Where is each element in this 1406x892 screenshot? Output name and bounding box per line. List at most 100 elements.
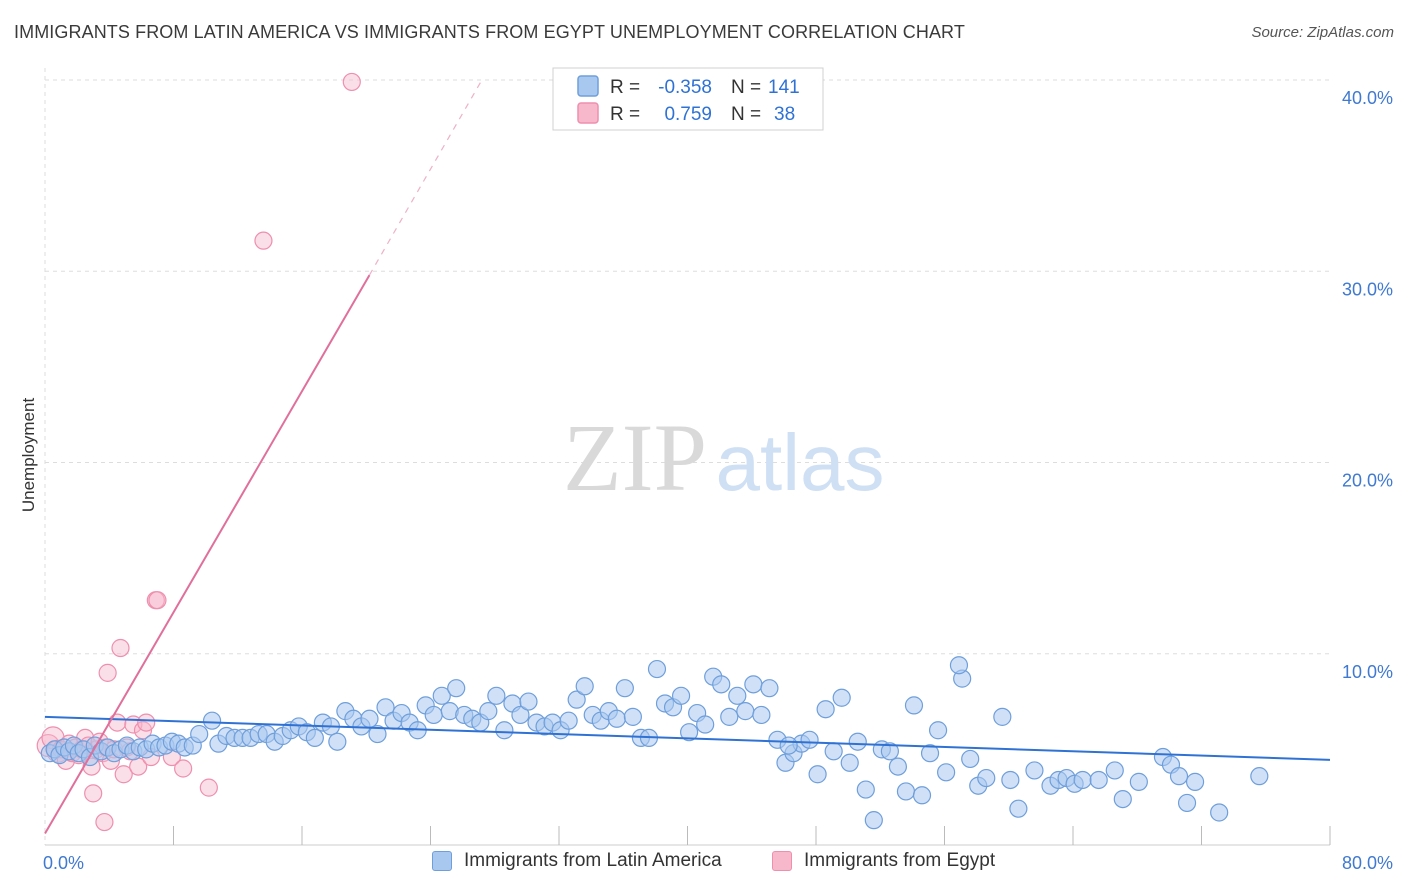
latin-america-point: [977, 768, 996, 788]
latin-america-point: [376, 698, 395, 717]
latin-america-point: [623, 707, 642, 726]
latin-america-point: [949, 656, 969, 675]
egypt-point: [254, 231, 273, 250]
latin-america-point: [896, 782, 916, 801]
latin-america-point: [888, 757, 908, 776]
latin-america-point: [848, 732, 867, 751]
egypt-point: [148, 591, 167, 610]
egypt-point: [84, 784, 103, 803]
trend-line-egypt: [44, 274, 371, 835]
latin-america-point: [920, 744, 940, 763]
watermark-atlas: atlas: [716, 418, 885, 507]
latin-america-point: [328, 732, 347, 751]
latin-america-point: [904, 696, 924, 715]
y-tick-label: 20.0%: [1342, 471, 1393, 491]
egypt-point: [174, 759, 193, 778]
latin-america-point: [519, 692, 538, 711]
y-tick-label: 40.0%: [1342, 88, 1393, 108]
x-axis-tick-labels: 0.0% 80.0%: [43, 853, 1393, 873]
legend-swatch-pink: [772, 851, 792, 871]
latin-america-point: [1073, 770, 1092, 790]
latin-america-point: [511, 705, 530, 725]
latin-america-point: [1001, 770, 1020, 790]
latin-america-point: [832, 688, 851, 707]
legend-r-value: 0.759: [664, 104, 712, 125]
legend-n-value: 38: [774, 104, 795, 125]
latin-america-point: [928, 721, 948, 740]
egypt-point: [114, 765, 133, 784]
watermark: ZIP atlas: [563, 404, 884, 511]
latin-america-point: [368, 724, 387, 744]
legend-label: Immigrants from Egypt: [804, 850, 996, 871]
latin-america-point: [752, 705, 771, 725]
latin-america-point: [1025, 761, 1044, 780]
latin-america-point: [840, 753, 859, 772]
latin-america-point: [779, 736, 798, 755]
latin-america-point: [1129, 772, 1148, 791]
latin-america-point: [487, 686, 506, 705]
legend-swatch-blue: [432, 851, 452, 871]
legend-r-label: R =: [610, 77, 640, 98]
latin-america-point: [680, 723, 699, 742]
latin-america-point: [447, 679, 466, 698]
source-label: Source: ZipAtlas.com: [1251, 24, 1394, 41]
egypt-point: [95, 812, 114, 832]
latin-america-point: [1210, 803, 1229, 822]
latin-america-point: [190, 724, 209, 744]
egypt-point: [199, 778, 218, 797]
latin-america-point: [671, 686, 691, 705]
latin-america-point: [1250, 767, 1269, 786]
legend-n-label: N =: [731, 104, 761, 125]
legend-item-latin-america: Immigrants from Latin America: [432, 850, 722, 872]
latin-america-point: [728, 686, 747, 705]
y-axis-label: Unemployment: [19, 398, 38, 513]
latin-america-point: [712, 675, 731, 694]
egypt-points: [36, 72, 361, 832]
latin-america-point: [720, 707, 739, 726]
latin-america-point: [880, 742, 899, 761]
y-tick-label: 30.0%: [1342, 279, 1393, 299]
latin-america-point: [607, 709, 626, 728]
legend-swatch-blue: [577, 75, 599, 97]
latin-america-point: [1009, 799, 1028, 818]
legend-n-value: 141: [768, 77, 800, 98]
legend-item-egypt: Immigrants from Egypt: [772, 850, 995, 872]
egypt-point: [111, 638, 130, 658]
trend-line-latin-america: [44, 715, 1331, 761]
legend-r-label: R =: [610, 104, 640, 125]
latin-america-point: [647, 659, 667, 679]
watermark-zip: ZIP: [563, 404, 707, 511]
latin-america-point: [495, 721, 514, 740]
legend-swatch-pink: [577, 102, 599, 124]
latin-america-point: [305, 728, 324, 748]
latin-america-point: [1185, 772, 1205, 791]
latin-america-point: [202, 711, 222, 730]
egypt-point: [342, 72, 361, 92]
latin-america-point: [937, 763, 956, 782]
latin-america-point: [1089, 770, 1108, 790]
latin-america-point: [864, 811, 883, 830]
latin-america-point: [696, 715, 715, 734]
latin-america-point: [961, 749, 980, 769]
latin-america-point: [760, 679, 779, 698]
y-axis-tick-labels: 10.0% 20.0% 30.0% 40.0%: [1342, 88, 1393, 682]
latin-america-point: [912, 786, 932, 805]
chart-title: IMMIGRANTS FROM LATIN AMERICA VS IMMIGRA…: [14, 22, 965, 42]
latin-america-point: [1113, 789, 1132, 809]
egypt-point: [98, 663, 117, 682]
latin-america-point: [1177, 793, 1197, 813]
latin-america-point: [856, 780, 875, 799]
x-axis-ticks: [173, 826, 1331, 845]
latin-america-point: [559, 711, 578, 730]
latin-america-point: [1169, 767, 1189, 786]
latin-america-points: [40, 656, 1269, 830]
trend-lines: [44, 79, 1331, 835]
latin-america-point: [575, 677, 594, 696]
latin-america-point: [479, 702, 498, 721]
latin-america-point: [432, 686, 451, 705]
latin-america-point: [808, 765, 827, 784]
legend-top: R = -0.358 N = 141 R = 0.759 N = 38: [552, 67, 824, 131]
legend-bottom: Immigrants from Latin America Immigrants…: [0, 850, 1406, 880]
latin-america-point: [800, 730, 819, 749]
